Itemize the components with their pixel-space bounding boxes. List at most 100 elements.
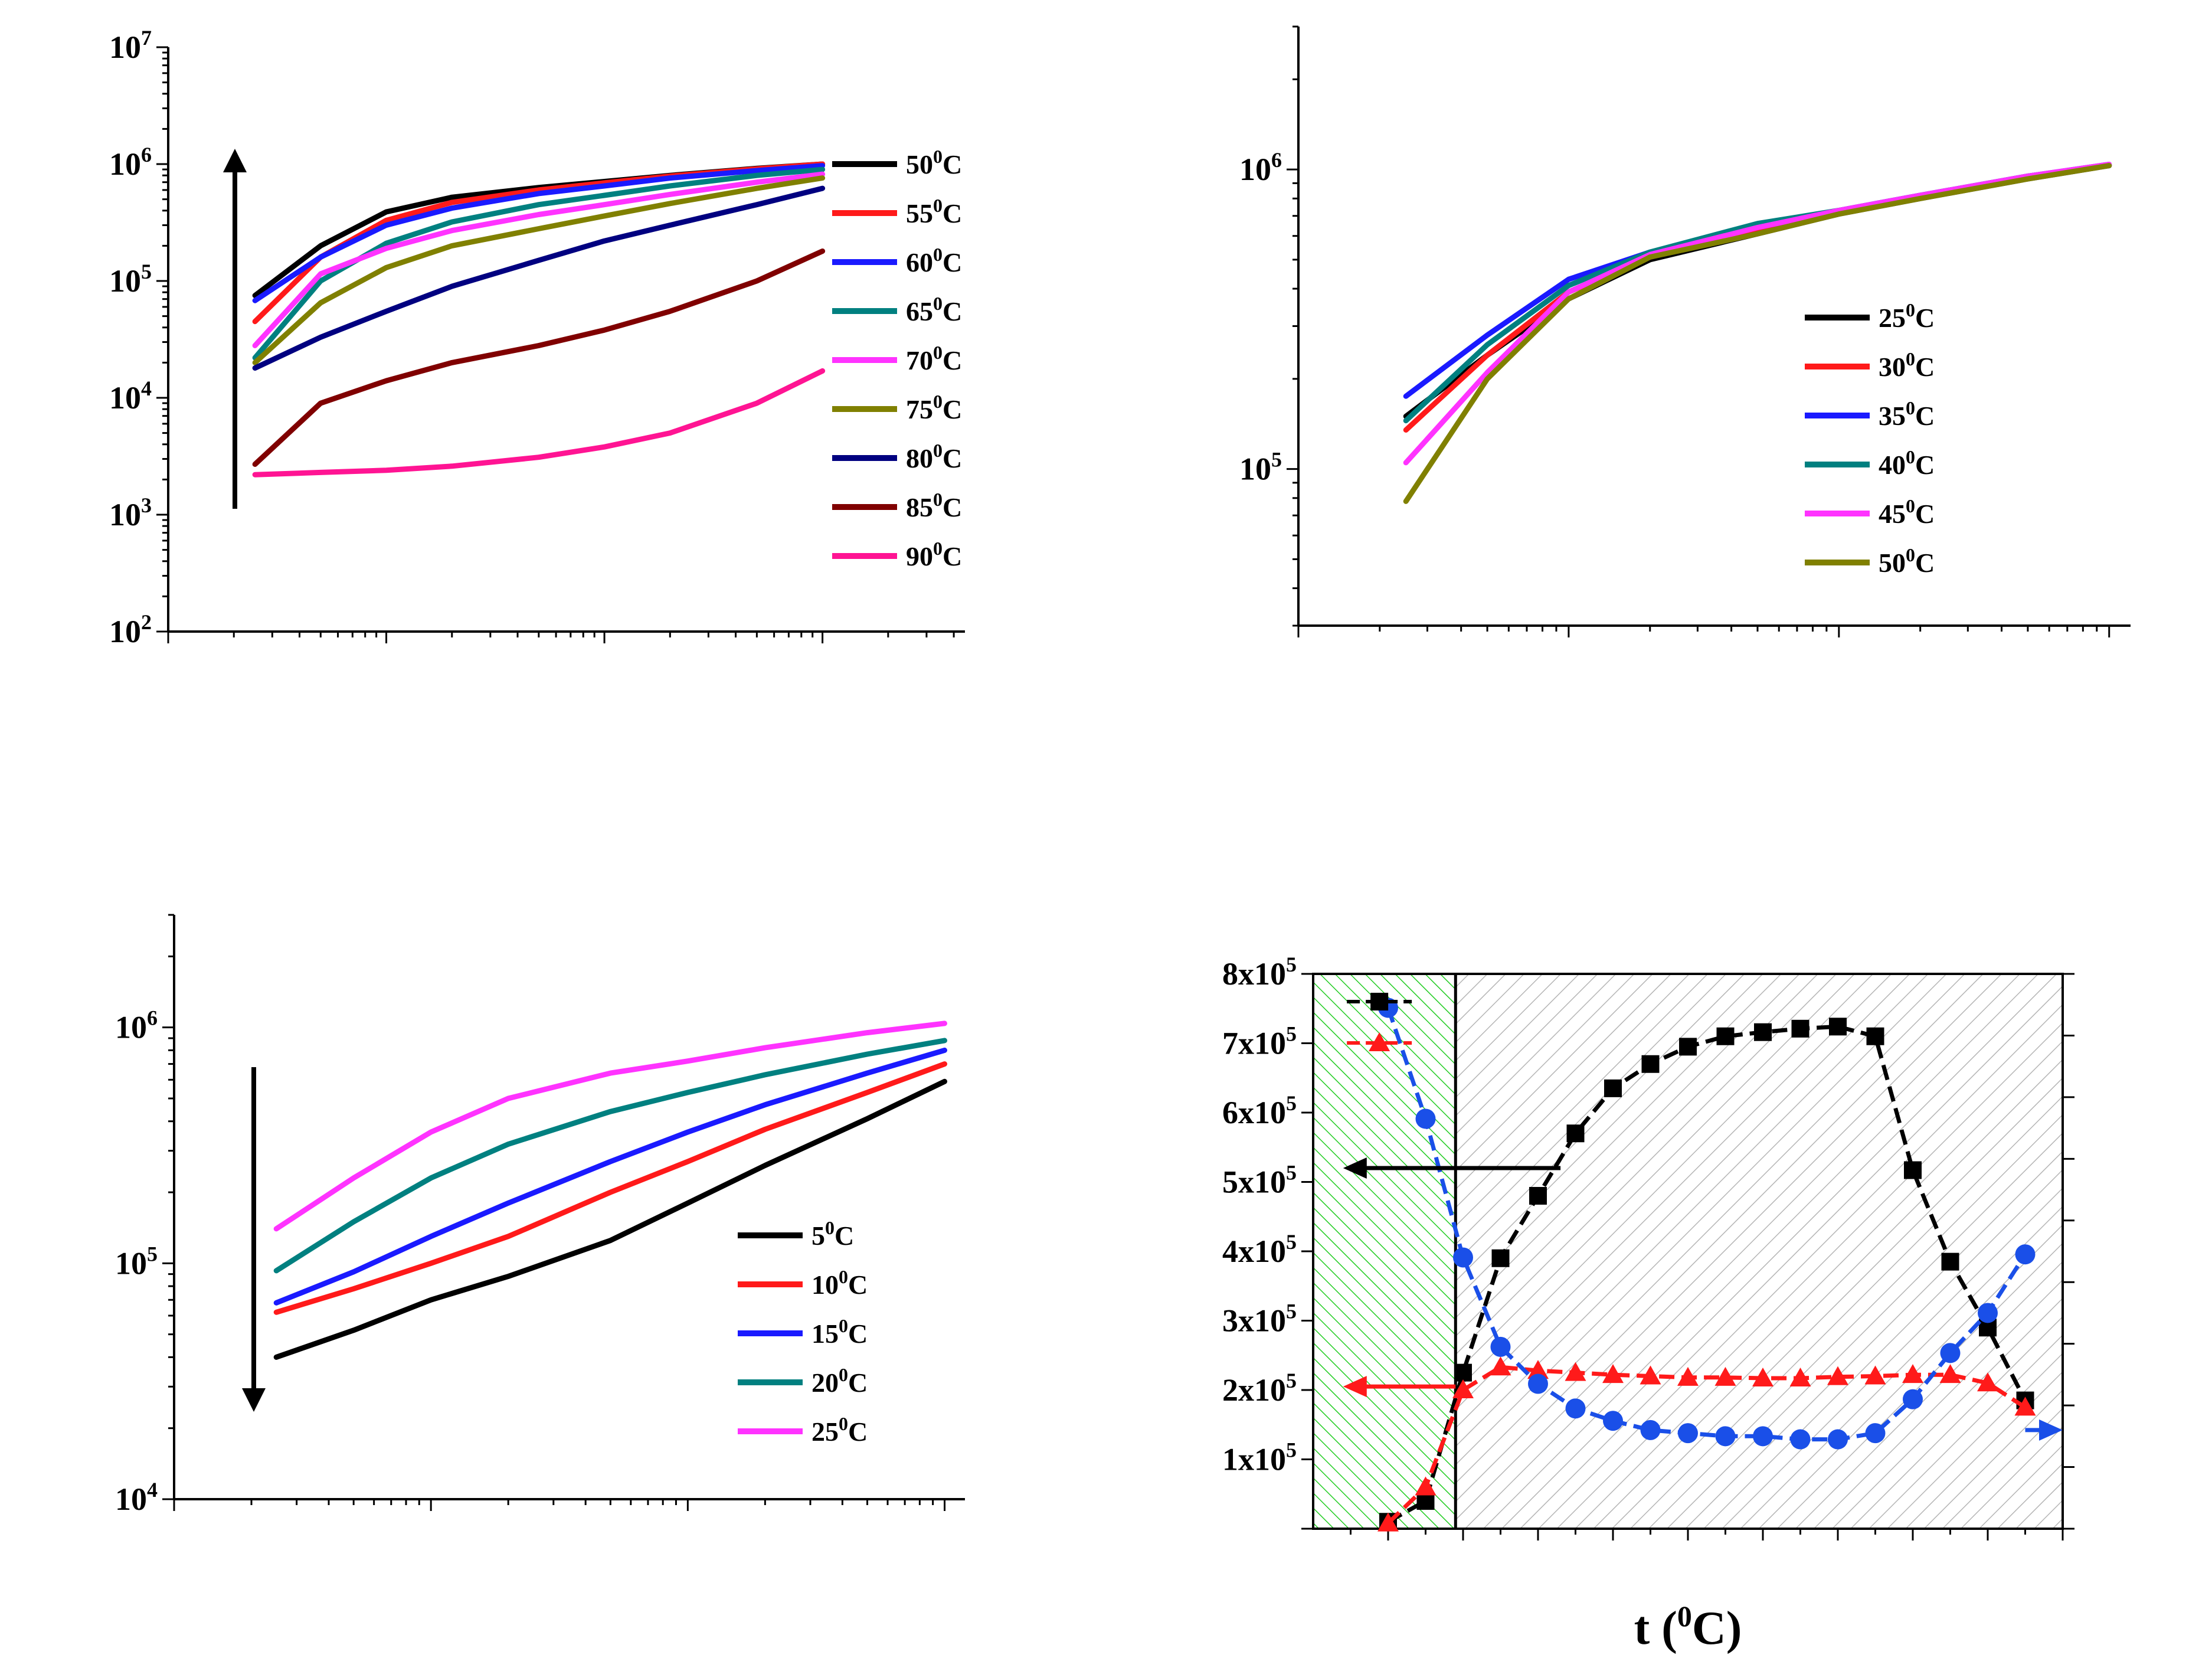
data-point-triangle xyxy=(1677,1366,1699,1386)
x-title-sup: 0 xyxy=(1677,1600,1692,1633)
y-tick-label-exp: 6 xyxy=(1271,148,1282,172)
y-tick-label-base: 10 xyxy=(109,497,141,532)
legend-unit: C xyxy=(1915,401,1935,431)
data-point-circle xyxy=(1565,1398,1586,1419)
y-tick-label-base: 10 xyxy=(115,1481,147,1517)
legend-degree: 0 xyxy=(839,1266,848,1287)
y-tick-label-exp: 4 xyxy=(147,1478,158,1502)
data-point-triangle xyxy=(1939,1364,1961,1384)
data-point-circle xyxy=(1903,1389,1923,1409)
legend-label: 250C xyxy=(1879,299,1935,333)
y-tick-label: 104 xyxy=(115,1478,158,1517)
y-tick-label-exp: 7 xyxy=(141,26,152,50)
legend-degree: 0 xyxy=(933,244,943,265)
data-point-circle xyxy=(1490,1336,1511,1357)
y-tick-label-base: 1x10 xyxy=(1222,1442,1286,1477)
legend-temp: 60 xyxy=(906,247,933,277)
y-tick-label-exp: 5 xyxy=(1286,1438,1297,1462)
legend-degree: 0 xyxy=(933,440,943,461)
y-tick-label: 105 xyxy=(109,260,152,299)
legend-unit: C xyxy=(1915,450,1935,480)
data-point-triangle xyxy=(1377,1512,1399,1532)
legend-temp: 25 xyxy=(1879,303,1906,333)
legend-unit: C xyxy=(848,1270,868,1300)
legend-temp: 10 xyxy=(811,1270,839,1300)
data-point-triangle xyxy=(1752,1368,1773,1387)
legend-unit: C xyxy=(1915,303,1935,333)
data-point-circle xyxy=(1790,1429,1811,1450)
legend-label: 250C xyxy=(811,1413,868,1447)
data-point-square xyxy=(1529,1187,1547,1205)
y-tick-label-exp: 5 xyxy=(1286,1161,1297,1185)
region-pllb xyxy=(1313,974,1456,1529)
data-point-triangle xyxy=(2014,1396,2036,1416)
y-tick-label-base: 10 xyxy=(115,1245,147,1281)
legend-degree: 0 xyxy=(1906,299,1915,320)
legend-label: 550C xyxy=(906,195,962,228)
y-tick-label-exp: 6 xyxy=(141,143,152,166)
data-point-circle xyxy=(1415,1108,1436,1129)
data-point-triangle xyxy=(1602,1364,1624,1384)
legend-degree: 0 xyxy=(825,1217,835,1238)
legend-unit: C xyxy=(835,1221,854,1251)
y-tick-label-base: 10 xyxy=(109,146,141,182)
data-point-circle xyxy=(1828,1429,1848,1450)
legend-unit: C xyxy=(943,149,962,179)
y-tick-label: 7x105 xyxy=(1222,1022,1297,1061)
axis-arrow-head xyxy=(1343,1376,1367,1398)
data-point-triangle xyxy=(1789,1368,1811,1387)
legend-unit: C xyxy=(943,394,962,424)
legend-unit: C xyxy=(943,541,962,571)
legend-temp: 50 xyxy=(1879,548,1906,578)
series-line-45 xyxy=(1403,162,2112,466)
y-tick-label-base: 10 xyxy=(1239,452,1271,487)
series-line-40 xyxy=(1403,163,2112,424)
y-tick-label-exp: 6 xyxy=(147,1006,158,1030)
legend-unit: C xyxy=(848,1319,868,1349)
y-tick-label-base: 2x10 xyxy=(1222,1372,1286,1408)
y-tick-label-exp: 3 xyxy=(141,493,152,517)
legend-unit: C xyxy=(1915,352,1935,382)
legend-unit: C xyxy=(943,492,962,522)
legend-marker xyxy=(1369,1032,1390,1051)
legend-temp: 30 xyxy=(1879,352,1906,382)
legend-label: 600C xyxy=(906,244,962,277)
y-tick-label-base: 10 xyxy=(1239,152,1271,187)
data-point-square xyxy=(1491,1249,1510,1267)
y-tick-label: 105 xyxy=(1239,448,1282,487)
legend-degree: 0 xyxy=(1906,348,1915,369)
data-point-circle xyxy=(2015,1244,2036,1265)
legend-unit: C xyxy=(848,1368,868,1398)
legend-degree: 0 xyxy=(1906,446,1915,467)
legend-temp: 15 xyxy=(811,1319,839,1349)
cooling-arrow-head xyxy=(223,149,247,172)
y-tick-label: 102 xyxy=(109,610,152,649)
y-tick-label-exp: 4 xyxy=(141,377,152,400)
y-tick-label-base: 10 xyxy=(109,263,141,299)
legend-degree: 0 xyxy=(933,489,943,510)
data-point-circle xyxy=(1978,1303,1998,1323)
legend-temp: 20 xyxy=(811,1368,839,1398)
y-tick-label: 2x105 xyxy=(1222,1369,1297,1408)
y-tick-label-base: 10 xyxy=(109,380,141,416)
series-line-80 xyxy=(252,185,826,371)
data-point-square xyxy=(1904,1161,1922,1179)
y-tick-label-exp: 5 xyxy=(147,1242,158,1265)
series-line-10 xyxy=(273,1061,947,1315)
legend-label: 500C xyxy=(906,146,962,179)
data-point-triangle xyxy=(1415,1476,1437,1496)
data-point-square xyxy=(1791,1019,1809,1038)
legend-temp: 70 xyxy=(906,345,933,375)
y-tick-label-base: 4x10 xyxy=(1222,1234,1286,1269)
series-line-50 xyxy=(1403,163,2112,504)
legend-unit: C xyxy=(943,247,962,277)
panel-a: 102103104105106107500C550C600C650C700C75… xyxy=(109,26,965,649)
legend-label: 800C xyxy=(906,440,962,473)
series-line-25 xyxy=(1403,163,2112,419)
legend-temp: 55 xyxy=(906,198,933,228)
legend-unit: C xyxy=(1915,499,1935,529)
data-point-triangle xyxy=(1565,1362,1586,1381)
y-tick-label: 1x105 xyxy=(1222,1438,1297,1477)
